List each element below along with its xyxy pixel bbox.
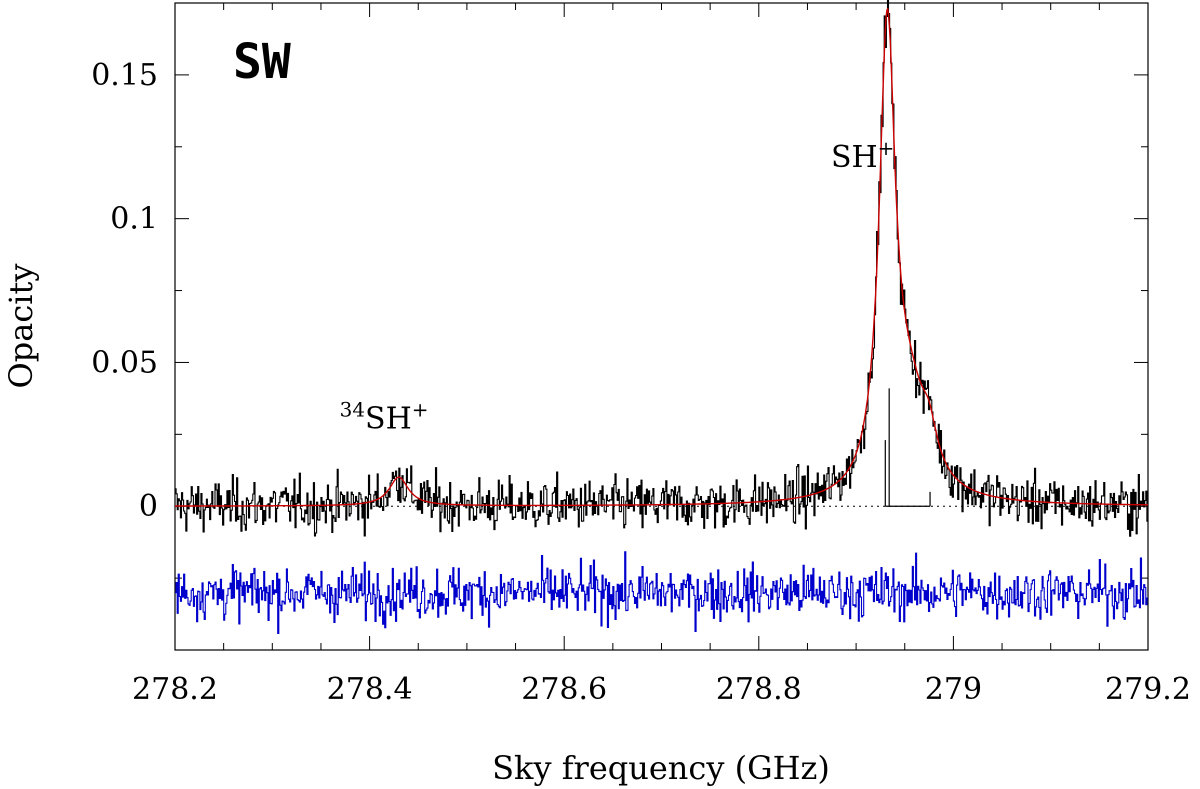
sh-plus-label: SH+ <box>831 136 894 175</box>
y-tick-labels: 0 0.05 0.1 0.15 <box>91 58 158 524</box>
y-tick-label: 0 <box>139 489 158 524</box>
fit-line <box>175 7 1148 507</box>
sh-plus-label-sup: + <box>878 136 895 160</box>
x-tick-labels: 278.2 278.4 278.6 278.8 279 279.2 <box>132 672 1191 707</box>
y-tick-label: 0.15 <box>91 58 158 93</box>
residual-spectrum-line <box>175 551 1148 634</box>
plot-frame <box>174 2 1149 651</box>
isotopologue-label: 34SH+ <box>340 398 429 437</box>
x-tick-label: 279.2 <box>1105 672 1191 707</box>
x-tick-label: 278.6 <box>521 672 607 707</box>
isotopologue-label-presup: 34 <box>340 398 365 422</box>
x-tick-label: 278.2 <box>132 672 218 707</box>
panel-label: SW <box>233 34 291 90</box>
x-tick-label: 279 <box>925 672 982 707</box>
x-tick-label: 278.4 <box>327 672 413 707</box>
y-tick-label: 0.05 <box>91 345 158 380</box>
y-tick-label: 0.1 <box>110 202 158 237</box>
hyperfine-component-markers <box>884 388 931 507</box>
axis-ticks <box>174 2 1149 651</box>
isotopologue-label-text: SH <box>365 402 412 437</box>
isotopologue-label-sup: + <box>412 398 429 422</box>
observed-spectrum-line <box>175 0 1148 537</box>
y-axis-title: Opacity <box>2 264 40 389</box>
x-axis-title: Sky frequency (GHz) <box>492 749 830 787</box>
x-tick-label: 278.8 <box>716 672 802 707</box>
sh-plus-label-text: SH <box>831 140 878 175</box>
